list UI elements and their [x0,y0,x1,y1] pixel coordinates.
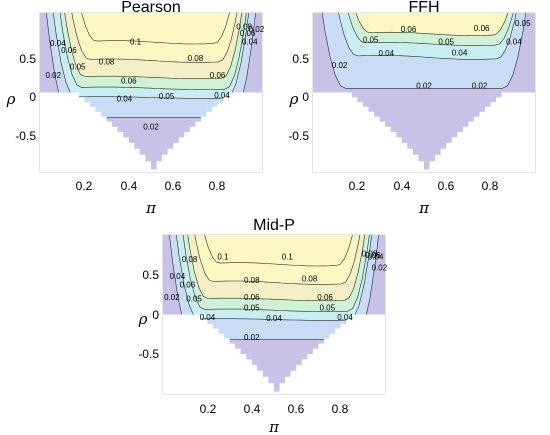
y-tick-label: 0 [302,90,309,104]
contour-label: 0.08 [236,22,252,31]
contour-labels: 0.1 0.10.080.08 0.080.06 0.060.05 0.050.04 0.… [164,249,388,342]
contour-line [204,235,353,267]
y-tick-label: -0.5 [15,129,36,143]
contour-label: 0.06 [180,280,196,289]
x-tick-label: 0.4 [394,179,411,193]
contour-label: 0.05 [438,37,454,46]
contour-label: 0.02 [249,25,265,34]
contour-label: 0.04 [170,272,186,281]
x-axis-label: π [418,199,430,217]
x-tick-label: 0.8 [482,179,499,193]
y-tick-label: 0.5 [292,52,309,66]
contour-label: 0.06 [244,293,260,302]
contour-label: 0.02 [164,293,180,302]
x-tick-label: 0.8 [332,402,349,416]
contour-label: 0.04 [506,37,522,46]
contour-label: 0.02 [46,71,62,80]
x-tick-label: 0.6 [165,179,182,193]
x-tick-label: 0.4 [244,402,261,416]
contour-label: 0.04 [242,37,258,46]
contour-label: 0.02 [372,264,388,273]
contour-label: 0.04 [214,91,230,100]
undefined-region [313,92,535,172]
contour-label: 0.02 [332,61,348,70]
contour-line [355,13,509,36]
contour-label: 0.05 [363,36,379,45]
y-axis-label: ρ [138,310,148,328]
contour-label: 0.05 [244,304,260,313]
contour-label: 0.08 [188,54,204,63]
panel-mid-p: 0.1 0.10.080.08 0.080.06 0.060.05 0.050.04 0.… [138,217,388,435]
contour-label: 0.05 [159,92,175,101]
y-tick-label: 0.5 [142,268,159,282]
y-axis-label: ρ [289,90,299,108]
contour-bands [313,13,535,172]
contour-labels: 0.06 0.060.05 0.050.04 0.040.040.020.02 0.02… [332,19,531,91]
contour-label: 0.1 [217,253,229,262]
contour-label: 0.06 [474,24,490,33]
contour-label: 0.08 [302,275,318,284]
contour-labels: 0.10.08 0.080.060.060.050.04 0.040.020.040… [46,22,265,131]
x-tick-label: 0.2 [349,179,366,193]
contour-label: 0.04 [452,48,468,57]
x-axis-label: π [145,199,157,217]
contour-label: 0.1 [282,253,294,262]
contour-label: 0.08 [362,249,378,258]
contour-label: 0.06 [401,25,417,34]
contour-label: 0.05 [186,295,202,304]
contour-label: 0.06 [317,293,333,302]
contour-label: 0.06 [240,29,256,38]
x-tick-label: 0.6 [288,402,305,416]
x-tick-label: 0.8 [209,179,226,193]
contour-label: 0.05 [70,63,86,72]
y-tick-label: 0 [152,308,159,322]
contour-label: 0.02 [472,82,488,91]
y-tick-label: 0 [29,90,36,104]
contour-label: 0.08 [99,58,115,67]
contour-label: 0.02 [143,123,159,132]
contour-label: 0.06 [210,71,226,80]
panel-title: Pearson [121,0,181,16]
undefined-region [163,314,385,394]
x-tick-label: 0.6 [438,179,455,193]
contour-label: 0.04 [337,313,353,322]
contour-label: 0.04 [50,39,66,48]
x-tick-label: 0.2 [76,179,93,193]
contour-bands [163,235,385,394]
y-axis-label: ρ [6,90,16,108]
contour-label: 0.02 [416,82,432,91]
undefined-region [40,92,262,172]
contour-label: 0.02 [244,333,260,342]
y-tick-label: -0.5 [288,129,309,143]
contour-label: 0.04 [379,49,395,58]
contour-label: 0.05 [515,19,531,28]
contour-bands [40,13,262,172]
x-tick-label: 0.2 [200,402,217,416]
contour-label: 0.1 [130,37,142,46]
contour-label: 0.05 [320,304,336,313]
panel-pearson: 0.10.08 0.080.060.060.050.04 0.040.020.040… [6,0,265,217]
y-tick-label: -0.5 [138,347,159,361]
contour-label: 0.06 [365,251,381,260]
x-tick-label: 0.4 [121,179,138,193]
panel-title: Mid-P [253,217,295,234]
contour-label: 0.04 [117,94,133,103]
contour-line [81,13,230,45]
panel-title: FFH [408,0,439,16]
contour-label: 0.04 [200,313,216,322]
contour-label: 0.08 [182,255,198,264]
contour-label: 0.04 [368,253,384,262]
contour-label: 0.04 [266,314,282,323]
contour-label: 0.06 [121,77,137,86]
contour-label: 0.08 [244,276,260,285]
contour-label: 0.06 [61,46,77,55]
x-axis-label: π [268,418,280,435]
y-tick-label: 0.5 [19,52,36,66]
panel-ffh: 0.06 0.060.05 0.050.04 0.040.040.020.02 0.02… [288,0,536,217]
